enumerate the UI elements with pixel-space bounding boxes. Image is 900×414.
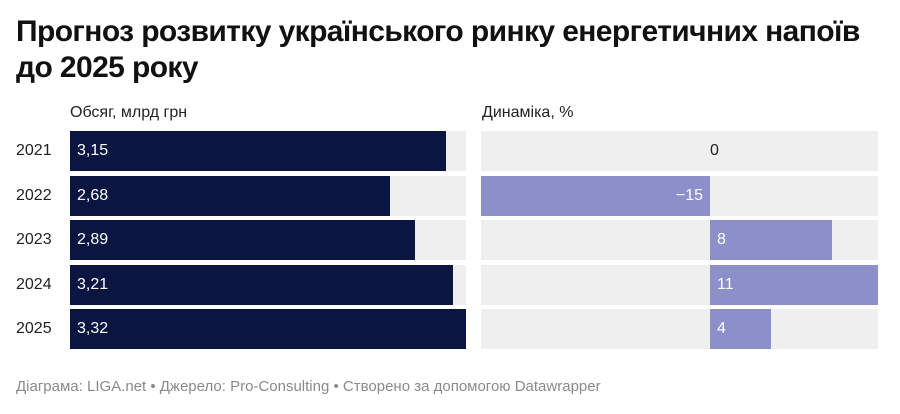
year-label: 2021 xyxy=(16,142,52,159)
year-label: 2025 xyxy=(16,320,52,337)
volume-bar xyxy=(70,175,390,216)
dynamics-bar xyxy=(710,309,772,349)
dynamics-track xyxy=(481,309,878,349)
volume-value-label: 3,32 xyxy=(77,320,109,337)
dynamics-bar xyxy=(710,264,878,305)
dynamics-value-label: −15 xyxy=(675,186,704,204)
dynamics-value-label: 0 xyxy=(710,142,719,159)
volume-bar xyxy=(70,220,415,260)
year-label: 2022 xyxy=(16,186,52,204)
volume-value-label: 2,89 xyxy=(77,231,109,248)
chart-footer: Діаграма: LIGA.net • Джерело: Pro-Consul… xyxy=(16,378,601,395)
dynamics-bar xyxy=(710,220,833,260)
dynamics-track xyxy=(481,131,878,171)
volume-value-label: 2,68 xyxy=(77,186,109,204)
dynamics-bar xyxy=(481,175,711,216)
chart-title: Прогноз розвитку українського ринку енер… xyxy=(16,15,860,84)
volume-value-label: 3,21 xyxy=(77,275,109,293)
dynamics-column-header: Динаміка, % xyxy=(482,104,574,121)
dynamics-value-label: 8 xyxy=(717,231,726,248)
volume-value-label: 3,15 xyxy=(77,142,109,159)
year-label: 2023 xyxy=(16,231,52,248)
volume-bar xyxy=(70,131,446,171)
volume-column-header: Обсяг, млрд грн xyxy=(70,104,188,121)
volume-bar xyxy=(70,309,466,349)
dynamics-value-label: 11 xyxy=(717,275,734,293)
volume-bar xyxy=(70,264,453,305)
year-label: 2024 xyxy=(16,275,52,293)
dynamics-value-label: 4 xyxy=(717,320,726,337)
